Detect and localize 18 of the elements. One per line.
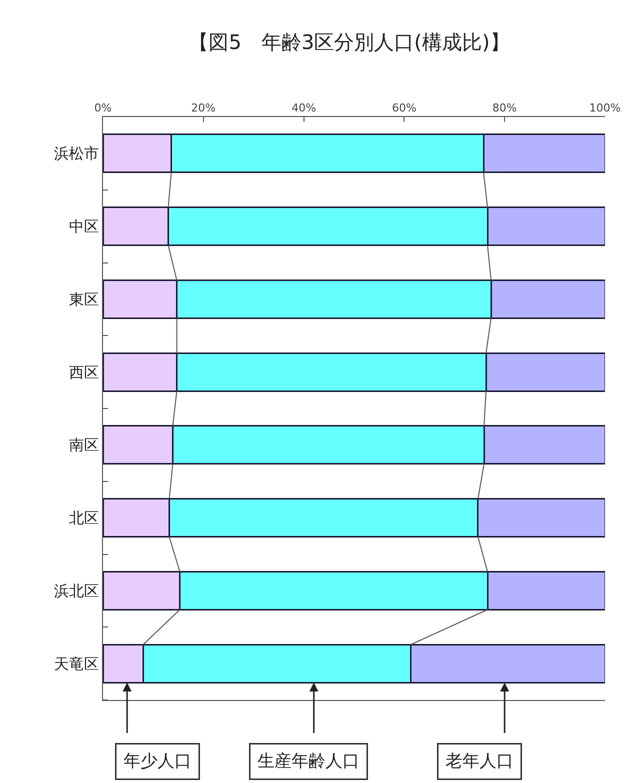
- y-tick-label: 東区: [69, 290, 99, 308]
- x-tick-label: 80%: [492, 102, 517, 115]
- y-tick-label: 南区: [69, 436, 99, 454]
- y-tick-label: 浜松市: [54, 144, 99, 163]
- text: 生産年齢人口: [258, 752, 360, 772]
- x-tick-label: 60%: [392, 102, 416, 115]
- text: 年少人口: [124, 752, 192, 772]
- y-tick-label: 西区: [69, 363, 99, 382]
- x-tick-label: 40%: [292, 102, 316, 115]
- y-tick-label: 浜北区: [54, 582, 99, 600]
- y-tick-label: 北区: [69, 509, 99, 528]
- chart-title: 【図5 年齢3区分別人口(構成比)】: [188, 30, 510, 54]
- y-tick-label: 中区: [69, 218, 99, 236]
- x-tick-label: 20%: [191, 102, 216, 115]
- x-tick-label: 100%: [589, 102, 621, 115]
- text: 老年人口: [446, 752, 514, 772]
- x-tick-label: 0%: [94, 102, 112, 115]
- y-tick-label: 天竜区: [54, 654, 99, 673]
